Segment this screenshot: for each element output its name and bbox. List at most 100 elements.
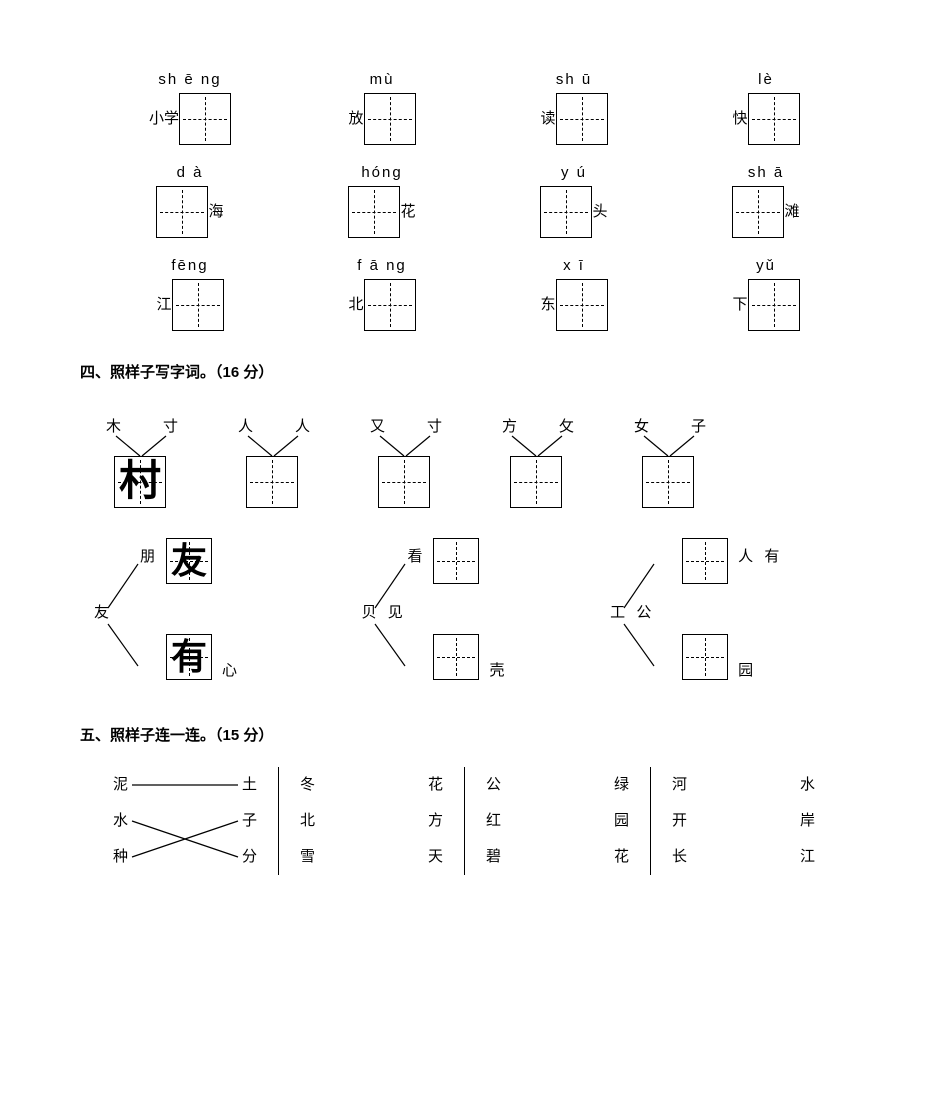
section-4-combos: 木寸村人人又寸方攵女子 <box>104 420 855 516</box>
match-left-char: 雪 <box>299 839 372 875</box>
match-column: 泥土水子种分 <box>92 767 278 875</box>
pinyin-label: sh ē ng <box>158 72 221 87</box>
tianzige-box <box>732 186 784 238</box>
match-column: 公绿红园碧花 <box>464 767 650 875</box>
match-left-char: 河 <box>671 767 744 803</box>
char-label: 北 <box>348 279 363 331</box>
combo-part-left: 又 <box>370 420 385 435</box>
section-3-cell: mù 放 <box>312 72 452 145</box>
char-label: 海 <box>208 186 223 238</box>
combo-part-left: 女 <box>634 420 649 435</box>
char-label: 东 <box>540 279 555 331</box>
section-3-cell: f ā ng 北 <box>312 258 452 331</box>
branch-bottom-res: 心 <box>222 664 237 679</box>
match-left-char: 水 <box>112 803 185 839</box>
section-3-row: d à 海 hóng 花 y ú 头 sh ā滩 <box>120 165 855 238</box>
section-3-cell: d à 海 <box>120 165 260 238</box>
tianzige-box <box>364 93 416 145</box>
match-left-char: 红 <box>485 803 558 839</box>
branch-item: 工 公人 有园 <box>610 544 855 694</box>
branch-source: 贝 见 <box>361 606 402 621</box>
tianzige-box <box>510 456 562 508</box>
section-4-heading: 四、照样子写字词。（16 分） <box>80 365 855 380</box>
pinyin-label: mù <box>370 72 395 87</box>
section-3-cell: hóng 花 <box>312 165 452 238</box>
match-left-char: 泥 <box>112 767 185 803</box>
section-3-row: fēng江 f ā ng 北 x ī 东 yǔ 下 <box>120 258 855 331</box>
tianzige-box <box>378 456 430 508</box>
branch-top-char: 朋 <box>140 550 155 565</box>
section-3-cell: sh ā滩 <box>696 165 836 238</box>
pinyin-label: sh ū <box>556 72 592 87</box>
pinyin-label: y ú <box>561 165 587 180</box>
combo-item: 女子 <box>632 420 708 516</box>
match-right-char: 花 <box>558 839 631 875</box>
pinyin-label: d à <box>177 165 204 180</box>
pinyin-label: f ā ng <box>357 258 407 273</box>
branch-top-char: 看 <box>407 550 422 565</box>
match-right-char: 花 <box>372 767 445 803</box>
pinyin-label: yǔ <box>756 258 776 273</box>
pinyin-label: sh ā <box>748 165 784 180</box>
match-right-char: 方 <box>372 803 445 839</box>
combo-part-left: 木 <box>106 420 121 435</box>
section-3-cell: y ú 头 <box>504 165 644 238</box>
section-3-cell: sh ē ng 小学 <box>120 72 260 145</box>
match-left-char: 开 <box>671 803 744 839</box>
combo-result: 村 <box>115 457 165 507</box>
match-right-char: 天 <box>372 839 445 875</box>
section-5-grid: 泥土水子种分冬花北方雪天公绿红园碧花河水开岸长江 <box>92 767 855 875</box>
pinyin-label: x ī <box>563 258 585 273</box>
char-label: 下 <box>732 279 747 331</box>
branch-item: 友朋友有心 <box>94 544 329 694</box>
match-right-char: 分 <box>185 839 258 875</box>
section-3-row: sh ē ng 小学 mù 放 sh ū读 lè 快 <box>120 72 855 145</box>
tianzige-box <box>179 93 231 145</box>
combo-part-right: 子 <box>691 420 706 435</box>
char-label: 头 <box>592 186 607 238</box>
combo-item: 方攵 <box>500 420 576 516</box>
branch-source: 工 公 <box>610 606 651 621</box>
char-label: 江 <box>156 279 171 331</box>
match-right-char: 土 <box>185 767 258 803</box>
combo-item: 人人 <box>236 420 312 516</box>
match-right-char: 江 <box>744 839 817 875</box>
tianzige-box <box>556 279 608 331</box>
branch-top-res: 人 有 <box>738 550 779 565</box>
pinyin-label: fēng <box>171 258 208 273</box>
match-column: 冬花北方雪天 <box>278 767 464 875</box>
char-label: 花 <box>400 186 415 238</box>
combo-part-right: 攵 <box>559 420 574 435</box>
tianzige-box <box>540 186 592 238</box>
section-4-branches: 友朋友有心贝 见看壳工 公人 有园 <box>94 544 855 694</box>
branch-bottom-res: 壳 <box>489 664 504 679</box>
match-right-char: 水 <box>744 767 817 803</box>
tianzige-box <box>682 634 728 680</box>
section-3-cell: x ī 东 <box>504 258 644 331</box>
pinyin-label: hóng <box>361 165 402 180</box>
char-label: 放 <box>348 93 363 145</box>
match-column: 河水开岸长江 <box>650 767 836 875</box>
match-right-char: 子 <box>185 803 258 839</box>
match-left-char: 冬 <box>299 767 372 803</box>
char-label: 小学 <box>149 93 179 145</box>
section-3-cell: sh ū读 <box>504 72 644 145</box>
combo-part-right: 寸 <box>163 420 178 435</box>
section-3-cell: lè 快 <box>696 72 836 145</box>
char-label: 滩 <box>784 186 799 238</box>
combo-part-left: 人 <box>238 420 253 435</box>
tianzige-box <box>556 93 608 145</box>
tianzige-box <box>682 538 728 584</box>
tianzige-box <box>748 279 800 331</box>
section-5-heading: 五、照样子连一连。（15 分） <box>80 728 855 743</box>
match-left-char: 长 <box>671 839 744 875</box>
tianzige-box: 友 <box>166 538 212 584</box>
tianzige-box <box>433 634 479 680</box>
tianzige-box: 有 <box>166 634 212 680</box>
match-right-char: 岸 <box>744 803 817 839</box>
pinyin-label: lè <box>758 72 774 87</box>
tianzige-box <box>642 456 694 508</box>
char-label: 读 <box>540 93 555 145</box>
char-label: 快 <box>732 93 747 145</box>
tianzige-box <box>364 279 416 331</box>
